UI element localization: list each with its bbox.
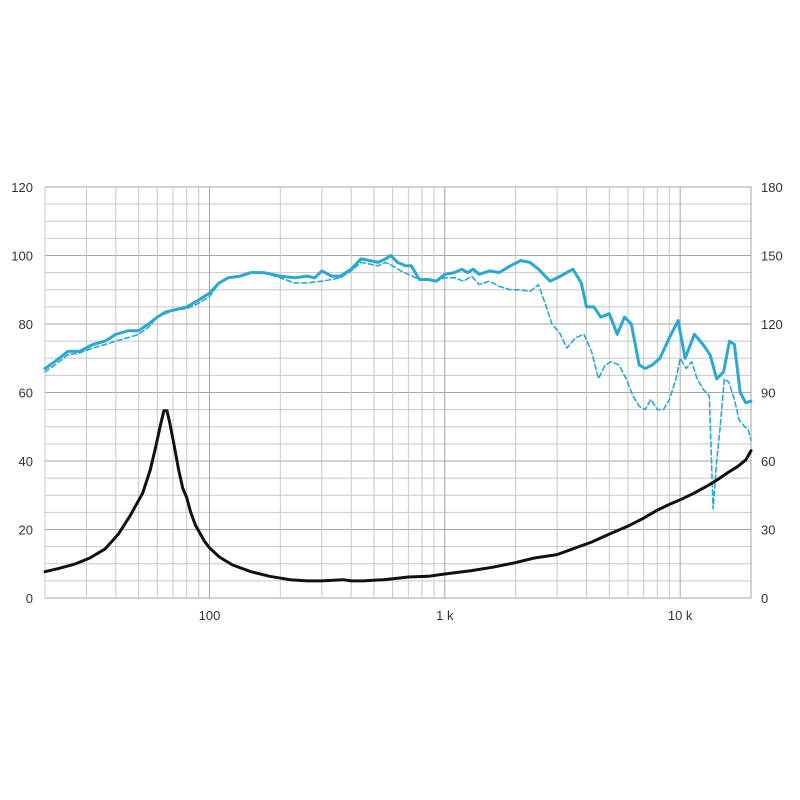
x-tick-label: 10 k [668,608,693,623]
x-axis: 100 1 k 10 k [199,608,693,623]
y2-tick-label: 150 [761,249,783,264]
y2-tick-label: 0 [761,591,768,606]
y-tick-label: 120 [11,180,33,195]
y-tick-label: 60 [19,386,33,401]
y-axis-right: 0 30 60 90 120 150 180 [761,180,783,606]
y-tick-label: 100 [11,249,33,264]
y-axis-left: 0 20 40 60 80 100 120 [11,180,33,606]
grid [44,186,752,599]
y-tick-label: 0 [26,591,33,606]
y-tick-label: 40 [19,454,33,469]
y-tick-label: 20 [19,523,33,538]
x-tick-label: 100 [199,608,221,623]
series-line-2 [44,261,752,510]
y2-tick-label: 180 [761,180,783,195]
x-tick-label: 1 k [436,608,454,623]
y-tick-label: 80 [19,317,33,332]
y2-tick-label: 60 [761,454,775,469]
series-line-3 [43,409,753,583]
y2-tick-label: 120 [761,317,783,332]
series-layer [43,254,753,583]
y2-tick-label: 90 [761,386,775,401]
series-line-1 [43,254,753,405]
y2-tick-label: 30 [761,523,775,538]
